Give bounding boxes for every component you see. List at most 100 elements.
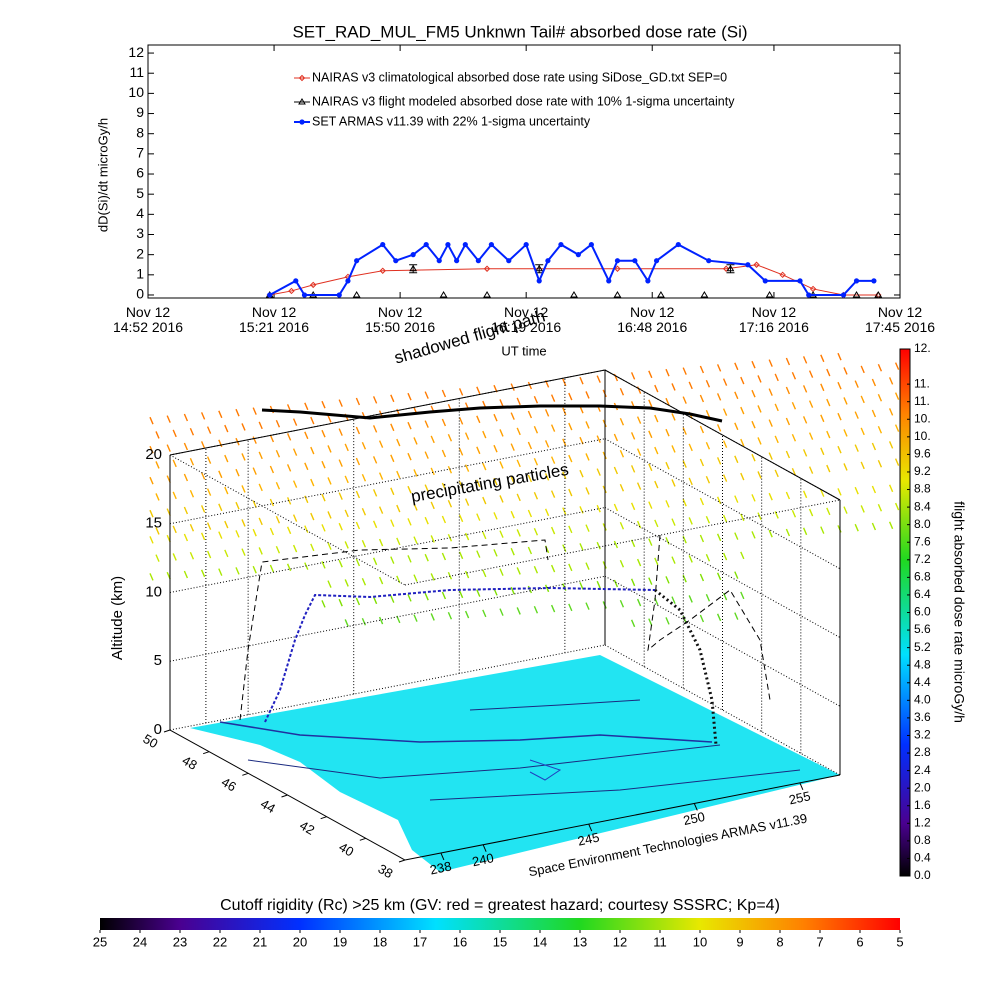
- particle-dash: [630, 502, 636, 511]
- particle-dash: [355, 558, 361, 567]
- particle-dash: [510, 510, 515, 519]
- particle-dash: [533, 457, 539, 466]
- particle-dash: [499, 399, 504, 407]
- particle-dash: [390, 519, 395, 527]
- lon-tick: [693, 803, 698, 811]
- particle-dash: [206, 522, 212, 530]
- colorbar-tick-label: 10: [693, 934, 707, 949]
- particle-dash: [310, 543, 315, 552]
- particle-dash: [705, 593, 711, 602]
- particle-dash: [802, 385, 808, 393]
- particle-dash: [390, 556, 395, 564]
- particle-dash: [820, 383, 825, 392]
- z-tick-label: 0: [154, 721, 162, 738]
- y-tick-label: 11: [129, 64, 144, 80]
- particle-dash: [550, 456, 556, 464]
- colorbar: [100, 918, 900, 930]
- particle-dash: [292, 480, 298, 488]
- particle-dash: [430, 435, 435, 444]
- colorbar-tick-label: 23: [173, 934, 187, 949]
- particle-dash: [699, 534, 705, 543]
- colorbar-tick-label: 5: [896, 934, 903, 949]
- particle-dash: [722, 440, 728, 448]
- particle-dash: [476, 386, 481, 395]
- particle-dash: [372, 557, 378, 566]
- particle-dash: [275, 419, 281, 428]
- particle-dash: [476, 446, 481, 455]
- particle-dash: [579, 543, 584, 551]
- particle-dash: [499, 608, 504, 616]
- particle-dash: [785, 417, 791, 426]
- particle-dash: [568, 422, 573, 431]
- particle-dash: [224, 424, 229, 433]
- particle-dash: [172, 491, 177, 500]
- particle-dash: [430, 467, 435, 476]
- lat-tick: [203, 751, 210, 755]
- particle-dash: [149, 536, 154, 544]
- particle-dash: [286, 526, 292, 535]
- colorbar-tick-label: 1.6: [914, 798, 931, 812]
- particle-dash: [705, 441, 711, 450]
- y-tick-label: 2: [136, 245, 144, 261]
- lon-tick: [799, 782, 804, 791]
- particle-dash: [235, 468, 240, 477]
- particle-dash: [636, 448, 642, 456]
- series-line: [269, 242, 874, 296]
- particle-dash: [235, 408, 240, 417]
- particle-dash: [682, 367, 687, 375]
- colorbar-tick-label: 7.2: [914, 552, 931, 566]
- particle-dash: [224, 454, 229, 463]
- particle-dash: [286, 563, 292, 572]
- particle-dash: [785, 450, 791, 459]
- particle-dash: [166, 444, 171, 452]
- particle-dash: [390, 394, 395, 403]
- particle-dash: [275, 481, 281, 490]
- particle-dash: [275, 449, 281, 458]
- particle-dash: [648, 577, 653, 585]
- particle-dash: [510, 476, 515, 484]
- particle-dash: [482, 609, 487, 618]
- particle-dash: [361, 473, 367, 482]
- particle-dash: [533, 605, 539, 614]
- particle-dash: [550, 490, 556, 498]
- particle-dash: [218, 503, 223, 512]
- particle-dash: [757, 405, 762, 413]
- particle-dash: [860, 505, 865, 513]
- y-tick-label: 3: [136, 225, 144, 241]
- colorbar-tick-label: 7: [816, 934, 823, 949]
- y-tick-label: 6: [136, 165, 144, 181]
- particle-dash: [613, 503, 619, 512]
- particle-dash: [458, 514, 464, 523]
- y-axis-label: dD(Si)/dt microGy/h: [95, 118, 110, 232]
- particle-dash: [269, 465, 275, 474]
- lat-tick-label: 48: [180, 753, 200, 773]
- particle-dash: [476, 589, 481, 597]
- particle-dash: [378, 616, 384, 625]
- particle-dash: [516, 529, 521, 537]
- particle-dash: [200, 412, 206, 420]
- particle-dash: [321, 460, 326, 469]
- particle-dash: [751, 531, 756, 539]
- colorbar-tick-label: 8: [776, 934, 783, 949]
- colorbar-tick-label: 4.4: [914, 675, 931, 689]
- particle-dash: [189, 427, 195, 436]
- particle-dash: [396, 438, 401, 447]
- colorbar-tick-label: 11.: [914, 394, 930, 408]
- lat-tick-label: 50: [141, 731, 161, 751]
- legend-label: NAIRAS v3 climatological absorbed dose r…: [312, 70, 727, 84]
- flight-shadow: [261, 404, 723, 423]
- x-tick-label: Nov 12 14:52 2016: [113, 304, 183, 335]
- particle-dash: [344, 475, 349, 484]
- data-point: [483, 291, 491, 298]
- particle-dash: [424, 484, 429, 492]
- particle-dash: [189, 523, 195, 532]
- particle-dash: [562, 507, 567, 515]
- data-point: [436, 258, 442, 264]
- particle-dash: [774, 435, 779, 444]
- particle-dash: [241, 423, 246, 431]
- particle-dash: [843, 367, 848, 375]
- x-tick-label: Nov 12 15:21 2016: [239, 304, 309, 335]
- particle-dash: [688, 555, 693, 563]
- annotation: precipitating particles: [410, 460, 571, 506]
- particle-dash: [705, 379, 711, 388]
